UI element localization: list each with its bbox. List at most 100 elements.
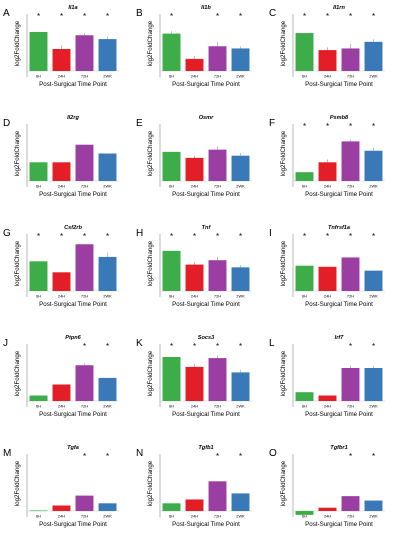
panel-title: Il1a <box>68 5 77 11</box>
y-axis-label: log2FoldChange <box>14 460 21 506</box>
bar-72h <box>75 144 94 181</box>
significance-star: * <box>349 452 352 461</box>
significance-star: * <box>83 12 86 21</box>
x-tick-label: 2WK <box>103 74 112 79</box>
bar-2wk <box>98 503 117 511</box>
x-axis-label: Post-Surgical Time Point <box>39 81 107 88</box>
bar-6h <box>29 261 48 291</box>
x-tick-label: 6H <box>169 294 174 299</box>
panel-title: Tgfa <box>67 445 79 451</box>
panel-i: I Tnfrsf1a log2FoldChange * 6H * 24H * 72H * 2WK Po… <box>269 225 385 308</box>
y-axis-label: log2FoldChange <box>147 130 154 176</box>
panel-title: Il1rn <box>333 5 345 11</box>
bar-72h <box>341 257 360 291</box>
significance-star: * <box>83 342 86 351</box>
x-tick-label: 72H <box>347 74 354 79</box>
y-axis-label: log2FoldChange <box>14 350 21 396</box>
x-tick-label: 72H <box>347 404 354 409</box>
bar-6h <box>295 511 314 515</box>
bar-2wk <box>231 493 250 511</box>
x-tick-label: 2WK <box>369 514 378 519</box>
panel-title: Tnfrsf1a <box>328 225 350 231</box>
significance-star: * <box>106 12 109 21</box>
panel-l: L Irf7 log2FoldChange 6H 24H * 72H * 2WK Post-Sur… <box>269 335 385 418</box>
significance-star: * <box>193 342 196 351</box>
significance-star: * <box>170 342 173 351</box>
panel-h: H Tnf log2FoldChange * 6H * 24H * 72H * 2WK Post-Su… <box>136 225 252 308</box>
x-tick-label: 2WK <box>236 184 245 189</box>
y-axis-label: log2FoldChange <box>280 20 287 66</box>
bar-6h <box>29 162 48 181</box>
x-tick-label: 6H <box>169 514 174 519</box>
significance-star: * <box>216 232 219 241</box>
significance-star: * <box>193 232 196 241</box>
bar-2wk <box>364 150 383 181</box>
x-tick-label: 6H <box>302 294 307 299</box>
y-axis-label: log2FoldChange <box>280 240 287 286</box>
panel-a: A Il1a log2FoldChange * 6H * 24H * 72H * 2WK Post-S… <box>3 5 119 88</box>
significance-star: * <box>303 12 306 21</box>
bar-6h <box>295 33 314 71</box>
x-tick-label: 2WK <box>369 404 378 409</box>
panel-g: G Csf2rb log2FoldChange * 6H * 24H * 72H * 2WK Post… <box>3 225 119 308</box>
significance-star: * <box>326 12 329 21</box>
panel-label: B <box>136 8 143 19</box>
x-axis-label: Post-Surgical Time Point <box>172 191 240 198</box>
x-tick-label: 6H <box>302 514 307 519</box>
x-tick-label: 6H <box>36 404 41 409</box>
bar-72h <box>341 48 360 71</box>
y-axis-label: log2FoldChange <box>14 240 21 286</box>
bar-24h <box>318 507 337 511</box>
bar-2wk <box>231 267 250 291</box>
panel-o: O Tgfbr1 log2FoldChange 6H 24H * 72H * 2WK Post-S… <box>269 445 385 528</box>
x-tick-label: 6H <box>36 294 41 299</box>
panel-label: M <box>3 448 11 459</box>
x-tick-label: 72H <box>347 294 354 299</box>
x-tick-label: 24H <box>58 74 65 79</box>
significance-star: * <box>60 232 63 241</box>
bar-72h <box>208 358 227 401</box>
x-tick-label: 2WK <box>236 404 245 409</box>
panel-d: D Il2rg log2FoldChange 6H 24H 72H 2WK Post-Surg… <box>3 115 119 198</box>
x-tick-label: 2WK <box>369 184 378 189</box>
panel-title: Tgfb1 <box>198 445 213 451</box>
x-axis-label: Post-Surgical Time Point <box>172 301 240 308</box>
y-axis-label: log2FoldChange <box>280 130 287 176</box>
bar-24h <box>318 266 337 291</box>
bar-2wk <box>98 153 117 181</box>
panel-f: F Psmb8 log2FoldChange * 6H * 24H * 72H * 2WK Post-… <box>269 115 385 198</box>
x-tick-label: 72H <box>81 404 88 409</box>
x-tick-label: 6H <box>36 184 41 189</box>
x-tick-label: 72H <box>214 184 221 189</box>
significance-star: * <box>239 452 242 461</box>
panel-k: K Socs3 log2FoldChange * 6H * 24H * 72H * 2WK Post-… <box>136 335 252 418</box>
x-tick-label: 24H <box>191 184 198 189</box>
panel-label: K <box>136 338 143 349</box>
significance-star: * <box>37 232 40 241</box>
significance-star: * <box>349 12 352 21</box>
significance-star: * <box>239 232 242 241</box>
x-tick-label: 72H <box>214 514 221 519</box>
bar-72h <box>208 260 227 291</box>
x-tick-label: 72H <box>347 184 354 189</box>
x-tick-label: 72H <box>81 294 88 299</box>
panel-label: O <box>269 448 277 459</box>
x-tick-label: 6H <box>169 404 174 409</box>
bar-2wk <box>231 372 250 401</box>
bar-24h <box>185 58 204 71</box>
panel-title: Csf2rb <box>64 225 82 231</box>
x-tick-label: 2WK <box>103 404 112 409</box>
y-axis-label: log2FoldChange <box>14 130 21 176</box>
x-tick-label: 6H <box>36 514 41 519</box>
bar-6h <box>295 392 314 401</box>
bar-72h <box>75 495 94 511</box>
panel-label: E <box>136 118 143 129</box>
panel-label: D <box>3 118 10 129</box>
significance-star: * <box>170 232 173 241</box>
significance-star: * <box>60 12 63 21</box>
x-axis-label: Post-Surgical Time Point <box>305 191 373 198</box>
x-axis-label: Post-Surgical Time Point <box>305 301 373 308</box>
bar-2wk <box>364 368 383 401</box>
significance-star: * <box>170 12 173 21</box>
